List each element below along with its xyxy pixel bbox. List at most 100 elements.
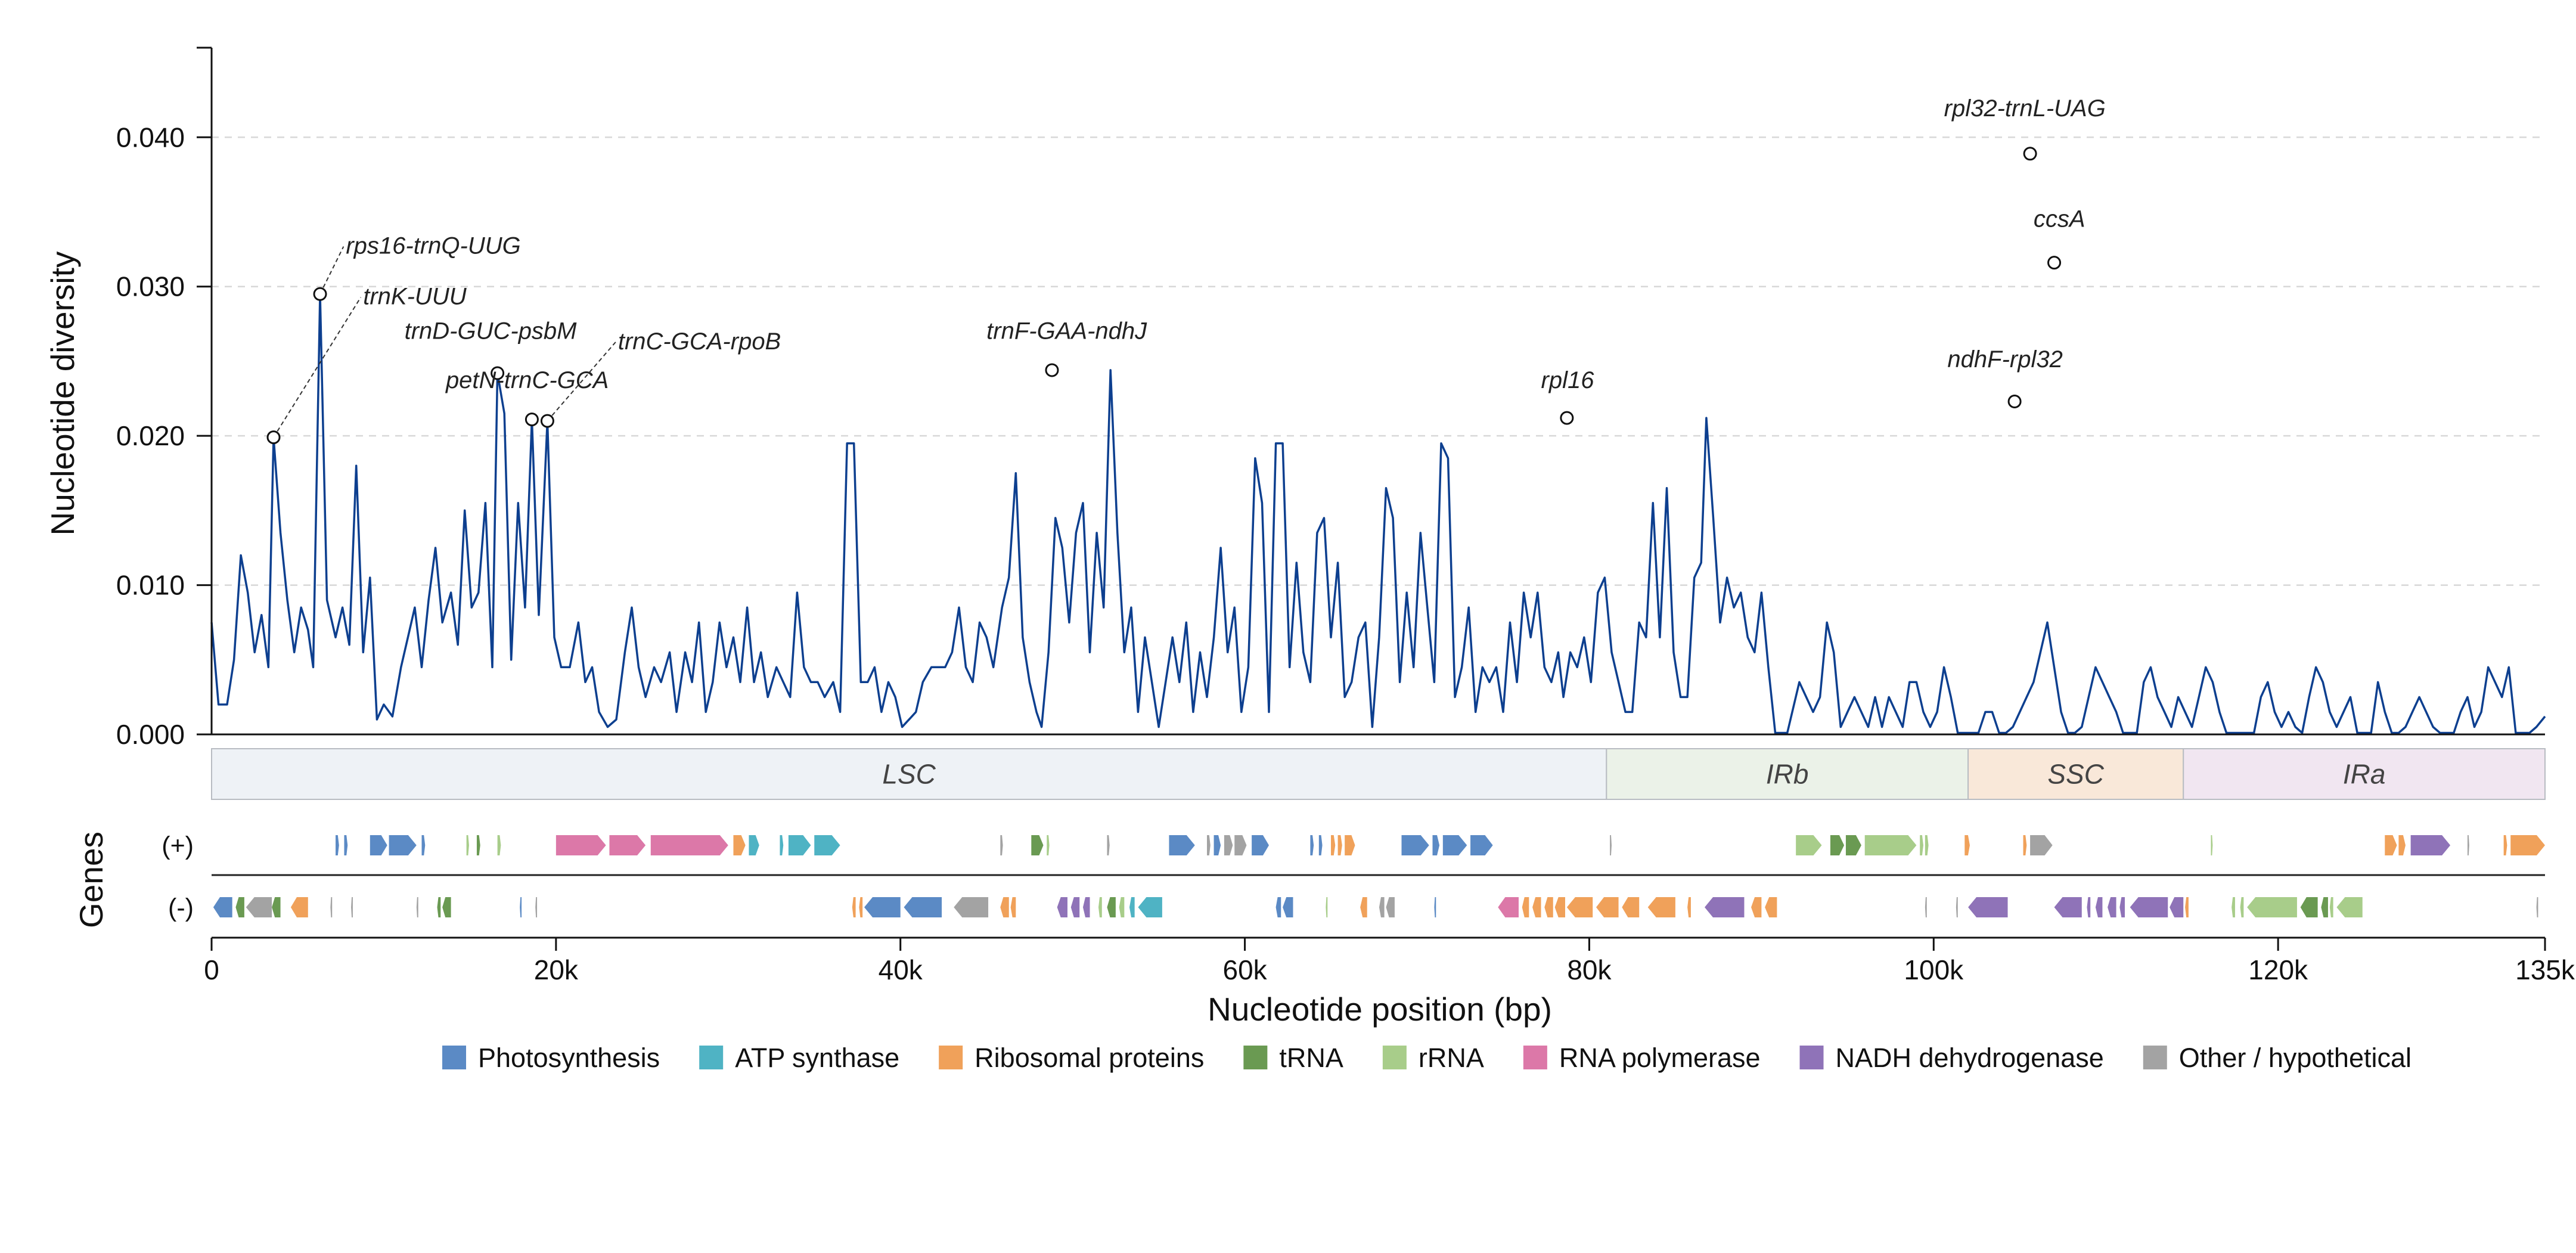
annotation-point-7 bbox=[2023, 147, 2037, 161]
gene-plus-51 bbox=[2510, 835, 2545, 855]
legend-label-ribo: Ribosomal proteins bbox=[974, 1043, 1204, 1073]
gene-minus-107 bbox=[2130, 897, 2168, 917]
gene-plus-46 bbox=[2385, 835, 2397, 855]
gene-plus-6 bbox=[476, 835, 480, 855]
gene-minus-99 bbox=[1925, 897, 1927, 917]
gene-plus-14 bbox=[788, 835, 811, 855]
strand-label-minus: (-) bbox=[168, 894, 194, 922]
legend-swatch-ribo bbox=[939, 1046, 963, 1069]
gene-plus-44 bbox=[2030, 835, 2053, 855]
gene-plus-9 bbox=[609, 835, 646, 855]
legend-label-photo: Photosynthesis bbox=[478, 1043, 660, 1073]
gene-minus-70 bbox=[1010, 897, 1016, 917]
gene-plus-3 bbox=[389, 835, 417, 855]
gene-plus-10 bbox=[650, 835, 728, 855]
gene-minus-104 bbox=[2095, 897, 2103, 917]
region-irb bbox=[1606, 748, 1969, 800]
annotation-label-6: rpl16 bbox=[1541, 367, 1595, 393]
gene-minus-84 bbox=[1386, 897, 1395, 917]
gene-minus-115 bbox=[2329, 897, 2333, 917]
annotation-point-4 bbox=[540, 414, 554, 428]
annotation-label-0: rps16-trnQ-UUG bbox=[346, 233, 520, 259]
region-ira bbox=[2183, 748, 2546, 800]
region-label-lsc: LSC bbox=[882, 759, 936, 790]
gene-plus-47 bbox=[2398, 835, 2406, 855]
gene-minus-59 bbox=[416, 897, 418, 917]
gene-plus-20 bbox=[1169, 835, 1195, 855]
y-tick-label-2: 0.020 bbox=[116, 420, 185, 451]
gene-minus-55 bbox=[272, 897, 281, 917]
legend-label-nadh: NADH dehydrogenase bbox=[1836, 1043, 2104, 1073]
gene-minus-69 bbox=[1000, 897, 1009, 917]
gene-plus-18 bbox=[1047, 835, 1050, 855]
gene-minus-57 bbox=[330, 897, 333, 917]
gene-minus-56 bbox=[290, 897, 308, 917]
annotation-label-5: trnF-GAA-ndhJ bbox=[986, 318, 1147, 344]
annotation-point-2 bbox=[491, 366, 505, 380]
gene-minus-63 bbox=[535, 897, 538, 917]
gene-minus-58 bbox=[351, 897, 353, 917]
legend-label-rrna: rRNA bbox=[1419, 1043, 1484, 1073]
gene-minus-92 bbox=[1596, 897, 1619, 917]
gene-minus-87 bbox=[1522, 897, 1529, 917]
gene-tracks: (+) (-) bbox=[162, 832, 2545, 922]
y-tick-label-3: 0.030 bbox=[116, 271, 185, 302]
annotation-label-7: rpl32-trnL-UAG bbox=[1944, 95, 2106, 122]
gene-minus-52 bbox=[213, 897, 232, 917]
legend-swatch-rrna bbox=[1382, 1046, 1407, 1069]
gene-minus-75 bbox=[1107, 897, 1116, 917]
strand-label-plus: (+) bbox=[162, 832, 194, 860]
legend-swatch-trna bbox=[1243, 1046, 1268, 1069]
gene-minus-85 bbox=[1434, 897, 1436, 917]
gene-plus-23 bbox=[1224, 835, 1233, 855]
legend-label-rnap: RNA polymerase bbox=[1559, 1043, 1761, 1073]
legend-label-atp: ATP synthase bbox=[735, 1043, 899, 1073]
legend-swatch-photo bbox=[442, 1046, 466, 1069]
gene-plus-28 bbox=[1331, 835, 1336, 855]
gene-plus-30 bbox=[1345, 835, 1355, 855]
annotation-label-4: trnC-GCA-rpoB bbox=[618, 328, 781, 355]
gene-plus-40 bbox=[1920, 835, 1923, 855]
gene-plus-11 bbox=[733, 835, 746, 855]
gene-minus-77 bbox=[1129, 897, 1135, 917]
genome-regions: LSC IRb SSC IRa bbox=[211, 748, 2546, 800]
gene-minus-110 bbox=[2232, 897, 2235, 917]
gene-minus-83 bbox=[1379, 897, 1385, 917]
x-axis-title: Nucleotide position (bp) bbox=[1208, 991, 1552, 1028]
gene-minus-54 bbox=[246, 897, 272, 917]
gene-minus-91 bbox=[1566, 897, 1593, 917]
gene-plus-7 bbox=[497, 835, 501, 855]
gene-plus-49 bbox=[2467, 835, 2469, 855]
diversity-line bbox=[210, 293, 2546, 734]
y-axis-title: Nucleotide diversity bbox=[44, 251, 81, 535]
legend-swatch-nadh bbox=[1799, 1046, 1824, 1069]
gene-plus-37 bbox=[1830, 835, 1845, 855]
gene-minus-79 bbox=[1275, 897, 1281, 917]
gene-plus-26 bbox=[1310, 835, 1314, 855]
diversity-series bbox=[210, 293, 2546, 734]
gene-minus-100 bbox=[1956, 897, 1958, 917]
gene-plus-24 bbox=[1234, 835, 1247, 855]
gene-minus-89 bbox=[1544, 897, 1553, 917]
region-lsc bbox=[211, 748, 1607, 800]
gene-minus-53 bbox=[235, 897, 244, 917]
gene-plus-43 bbox=[2023, 835, 2027, 855]
gene-minus-113 bbox=[2300, 897, 2318, 917]
gene-plus-38 bbox=[1845, 835, 1861, 855]
x-tick-label-3: 60k bbox=[1222, 954, 1267, 985]
gene-minus-68 bbox=[954, 897, 989, 917]
gene-minus-62 bbox=[520, 897, 522, 917]
x-tick-label-6: 120k bbox=[2248, 954, 2308, 985]
y-tick-label-0: 0.000 bbox=[116, 719, 185, 750]
annotation-point-9 bbox=[2007, 395, 2022, 409]
gene-minus-81 bbox=[1326, 897, 1328, 917]
x-tick-label-5: 100k bbox=[1904, 954, 1964, 985]
genes-track-title: Genes bbox=[73, 832, 110, 928]
gene-minus-117 bbox=[2536, 897, 2538, 917]
gene-plus-35 bbox=[1610, 835, 1612, 855]
gene-minus-111 bbox=[2240, 897, 2244, 917]
annotation-leader-0 bbox=[319, 246, 344, 294]
gene-minus-80 bbox=[1283, 897, 1293, 917]
gridlines bbox=[212, 137, 2545, 586]
gene-minus-71 bbox=[1057, 897, 1067, 917]
